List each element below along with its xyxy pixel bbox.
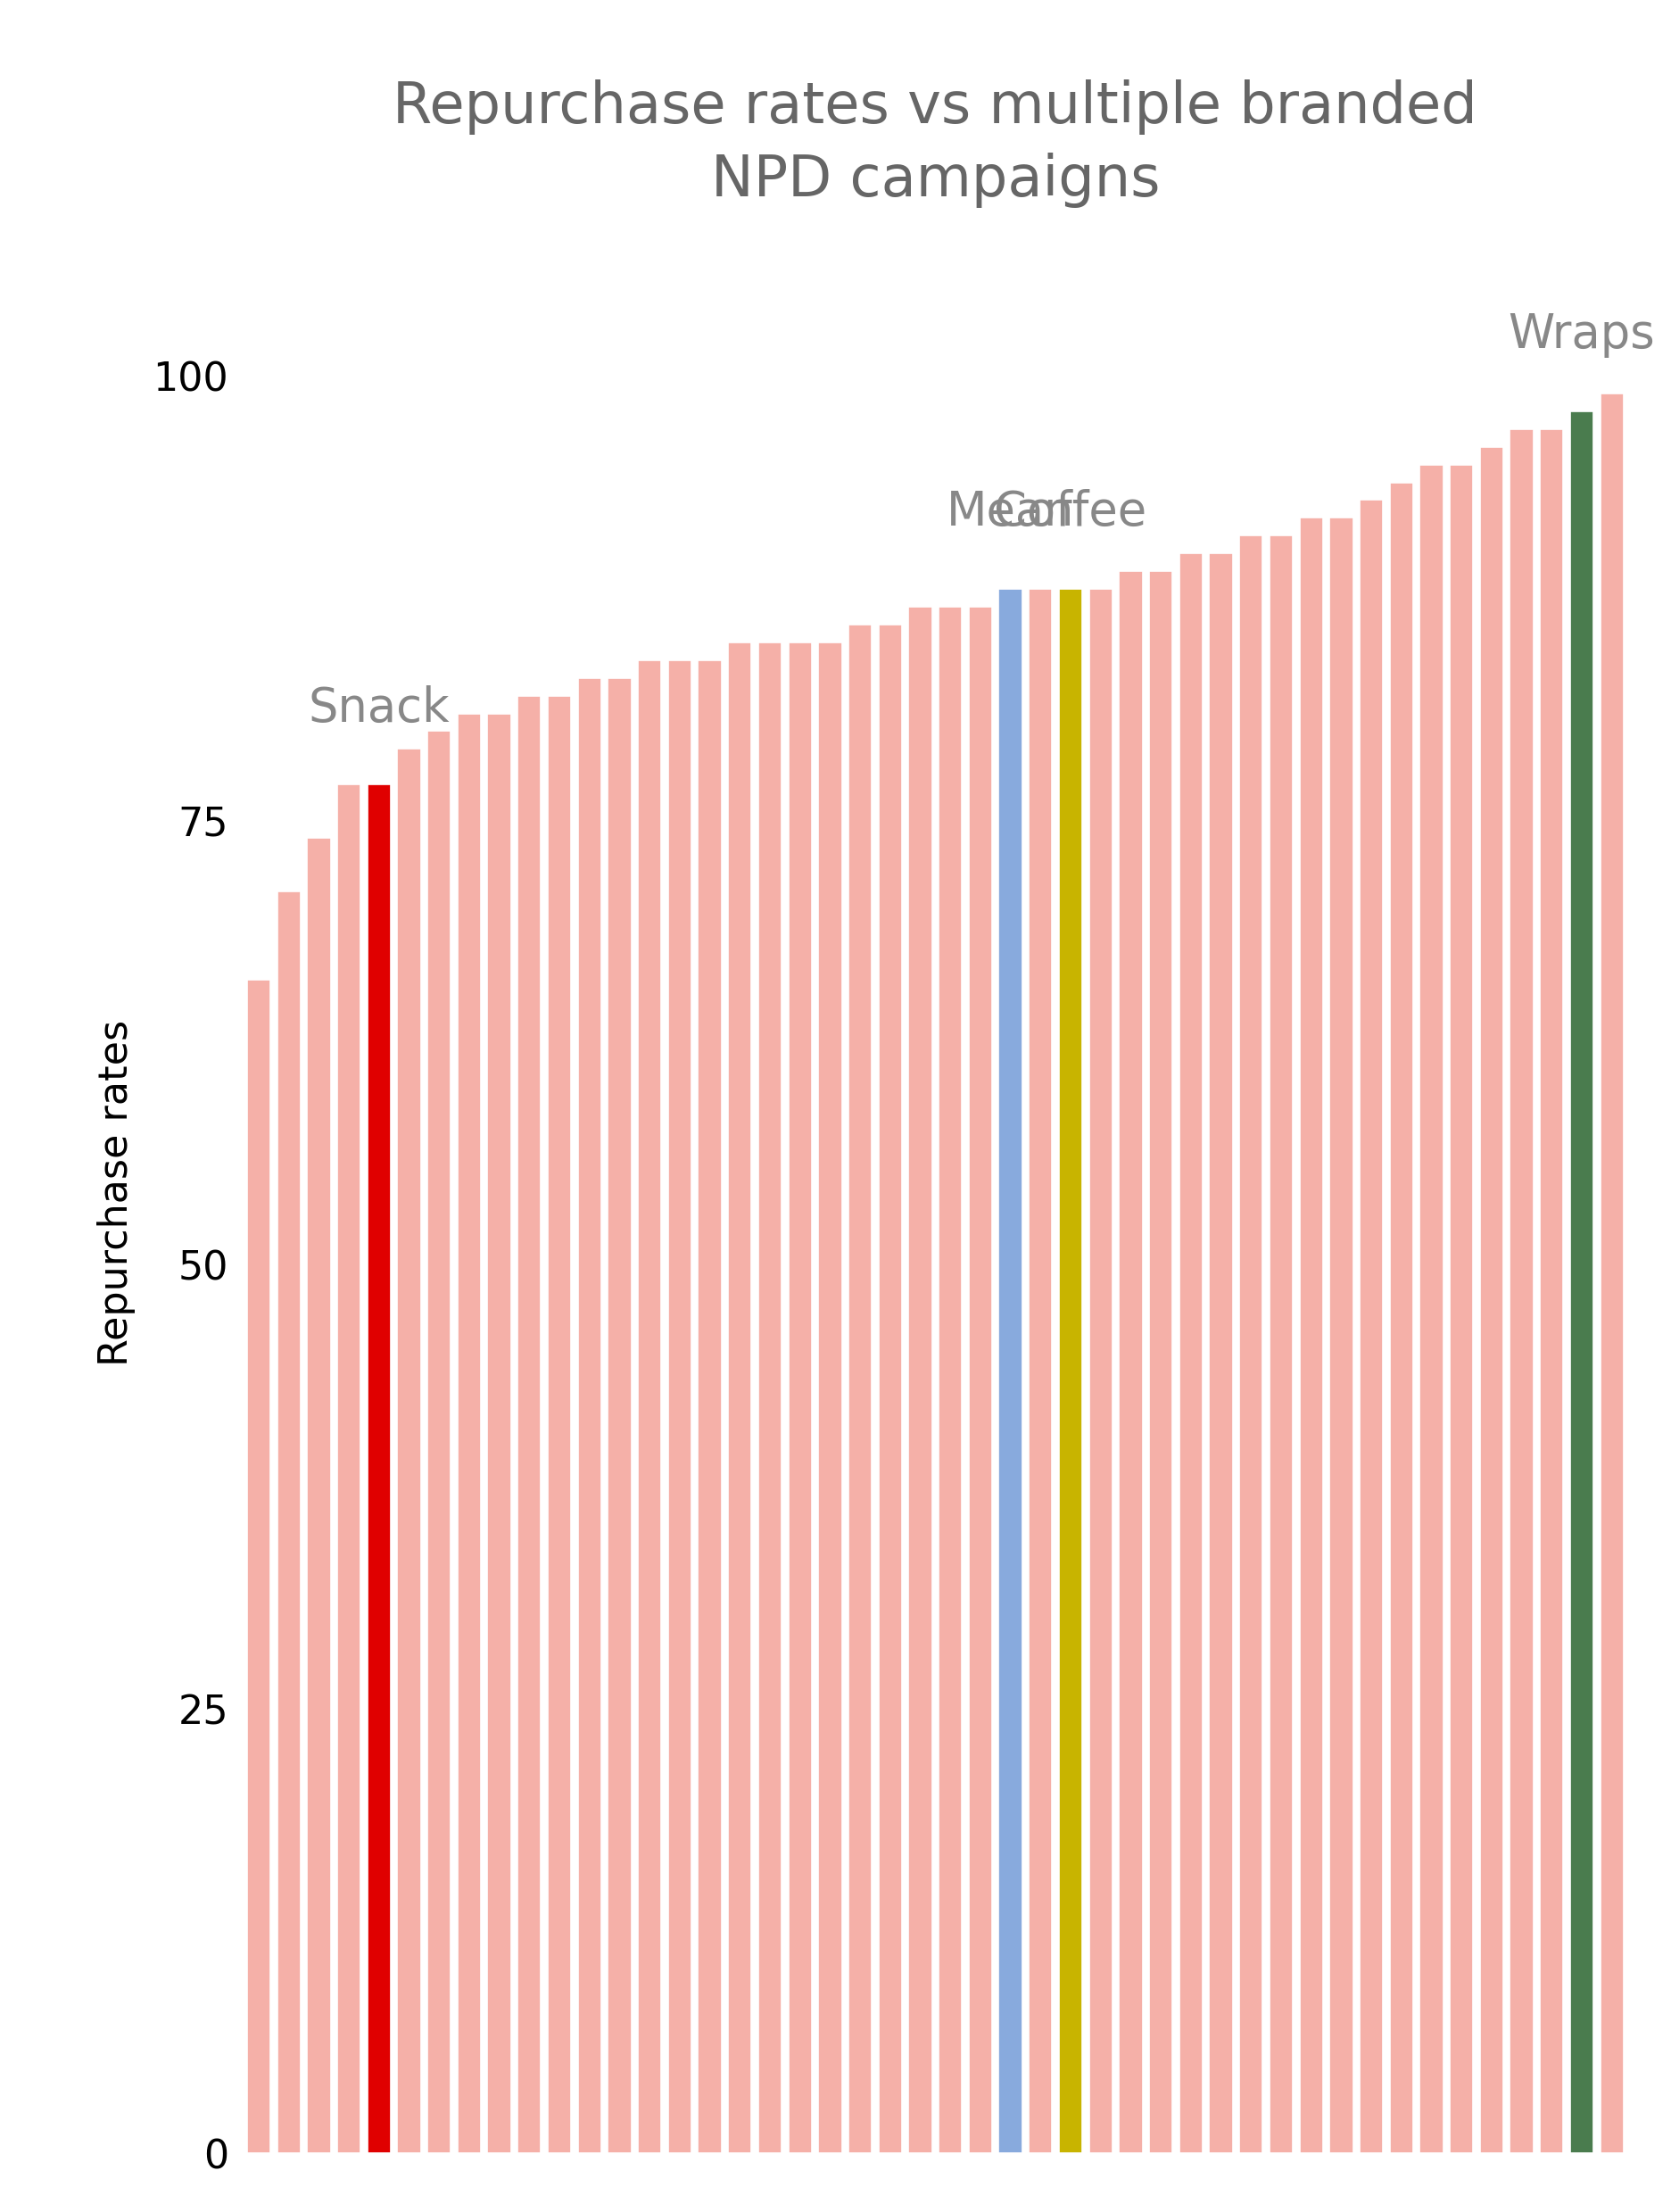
Bar [847,624,871,2152]
Bar [1268,535,1292,2152]
Bar [488,714,511,2152]
Y-axis label: Repurchase rates: Repurchase rates [97,1020,135,1367]
Bar [1328,518,1352,2152]
Bar [1449,465,1472,2152]
Bar [1419,465,1442,2152]
Bar [1389,482,1412,2152]
Title: Repurchase rates vs multiple branded
NPD campaigns: Repurchase rates vs multiple branded NPD… [393,80,1477,208]
Bar [937,606,961,2152]
Bar [518,695,541,2152]
Bar [1028,588,1051,2152]
Bar [877,624,901,2152]
Bar [398,750,421,2152]
Bar [1178,553,1201,2152]
Text: Coffee: Coffee [994,489,1146,535]
Bar [1509,429,1532,2152]
Bar [458,714,481,2152]
Bar [998,588,1021,2152]
Bar [608,677,632,2152]
Bar [277,891,301,2152]
Bar [1208,553,1232,2152]
Bar [1539,429,1562,2152]
Bar [729,641,752,2152]
Bar [548,695,571,2152]
Bar [787,641,812,2152]
Bar [968,606,991,2152]
Bar [668,659,692,2152]
Bar [1599,394,1623,2152]
Bar [428,732,451,2152]
Bar [698,659,722,2152]
Bar [1088,588,1111,2152]
Bar [1359,500,1382,2152]
Bar [907,606,931,2152]
Bar [1148,571,1171,2152]
Bar [1058,588,1081,2152]
Bar [1298,518,1322,2152]
Bar [757,641,782,2152]
Bar [578,677,602,2152]
Bar [368,785,391,2152]
Bar [1479,447,1502,2152]
Bar [638,659,662,2152]
Bar [338,785,361,2152]
Bar [817,641,841,2152]
Bar [307,838,331,2152]
Bar [1238,535,1262,2152]
Text: Wraps: Wraps [1507,312,1654,358]
Text: Mean: Mean [946,489,1074,535]
Bar [1569,411,1592,2152]
Bar [1118,571,1141,2152]
Text: Snack: Snack [307,686,449,732]
Bar [247,980,271,2152]
